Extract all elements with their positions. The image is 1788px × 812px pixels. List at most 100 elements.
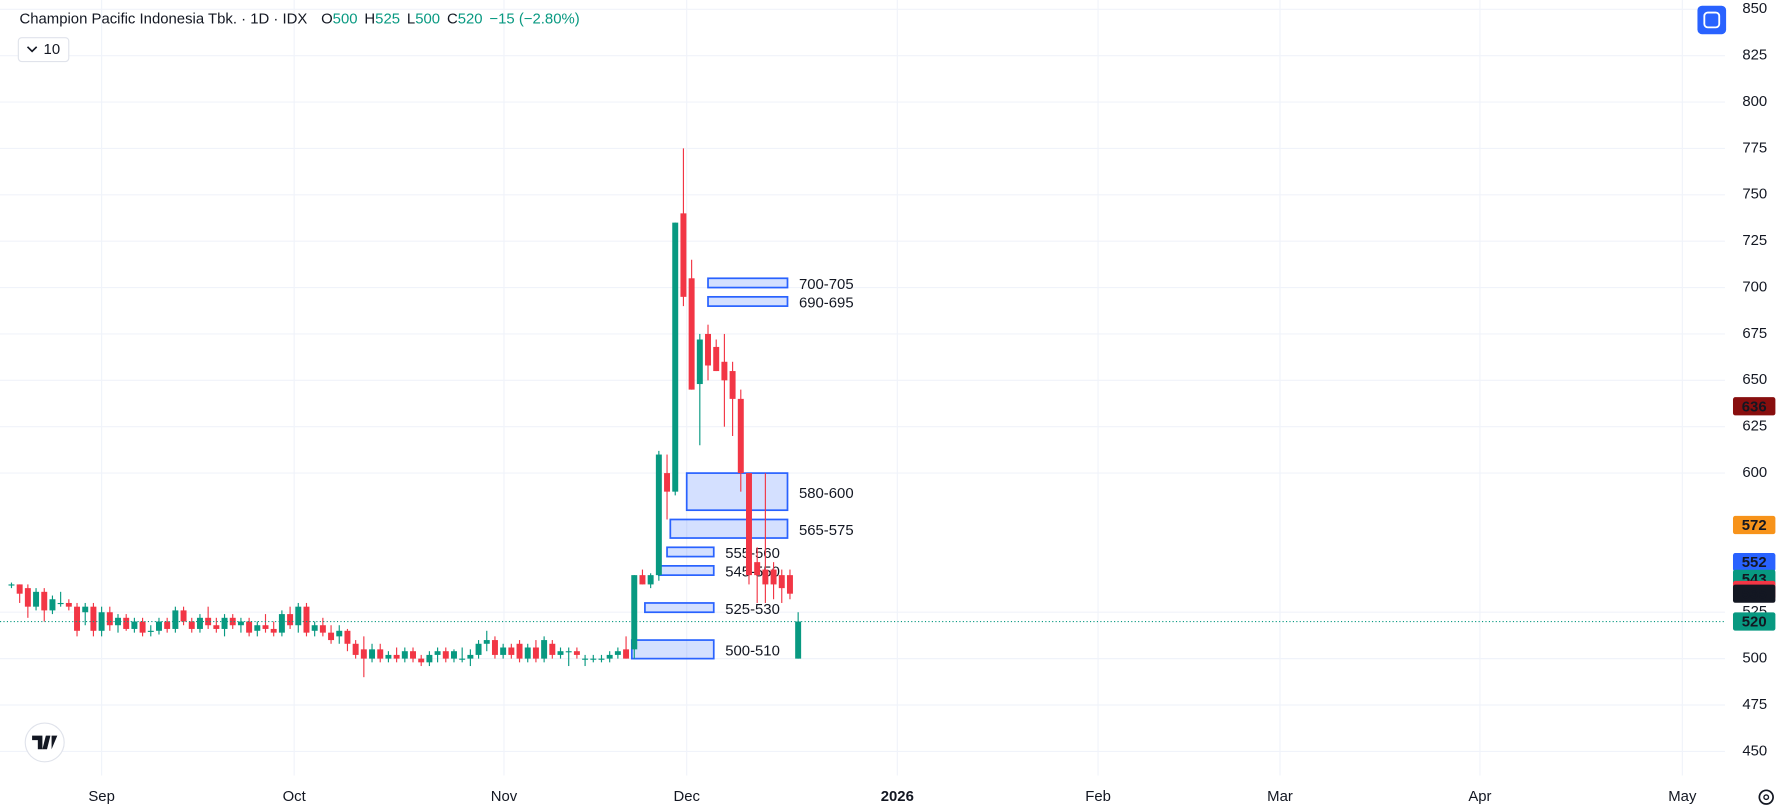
candle-body [229, 617, 236, 626]
candle-body [352, 643, 359, 655]
x-tick-label: Feb [1085, 789, 1111, 805]
candle-body [360, 649, 367, 659]
change: −15 (−2.80%) [489, 11, 579, 27]
indicator-toggle[interactable]: 10 [17, 37, 70, 63]
candle-body [385, 654, 392, 659]
candle-body [737, 398, 744, 474]
candle-body [426, 654, 433, 663]
candle-body [131, 621, 138, 629]
y-tick-label: 725 [1742, 233, 1767, 249]
indicator-box[interactable] [17, 37, 70, 63]
candle-body [344, 630, 351, 644]
gear[interactable] [1758, 789, 1774, 805]
candle-body [164, 621, 171, 629]
candle-body [49, 599, 56, 611]
zone-label: 525-530 [725, 602, 780, 618]
x-tick-label: Dec [673, 789, 700, 805]
candle-body [369, 649, 376, 659]
candle-body [754, 562, 761, 576]
candle-body [623, 649, 630, 659]
candle-body [336, 630, 343, 637]
zone-label: 500-510 [725, 644, 780, 660]
candle-body [303, 606, 310, 633]
y-tick-label: 450 [1742, 743, 1767, 759]
candle-body [598, 658, 605, 660]
y-tick-label: 675 [1742, 326, 1767, 342]
grid [0, 0, 1725, 776]
candle-body [418, 658, 425, 663]
candle-body [254, 625, 261, 631]
y-tick-label: 650 [1742, 372, 1767, 388]
legend-value: 500 [415, 11, 440, 27]
gear-center [1763, 794, 1770, 801]
candle-body [377, 649, 384, 659]
candle-body [196, 617, 203, 629]
candle-body [401, 651, 408, 659]
header: Champion Pacific Indonesia Tbk. · 1D · I… [19, 11, 579, 27]
candle-body [614, 651, 621, 655]
price-marker-label: 552 [1742, 555, 1767, 571]
y-tick-label: 475 [1742, 697, 1767, 713]
candle-body [74, 606, 81, 631]
y-tick-label: 850 [1742, 1, 1767, 17]
price-marker-label: 636 [1742, 399, 1767, 415]
candle-body [459, 658, 466, 660]
y-tick-label: 800 [1742, 94, 1767, 110]
zone-label: 580-600 [799, 486, 854, 502]
x-tick-label: Oct [283, 789, 307, 805]
price-marker-label: 535 [1742, 587, 1767, 603]
candle-body [516, 643, 523, 659]
candle-body [41, 591, 48, 611]
zone [707, 295, 789, 307]
x-tick-label: 2026 [881, 789, 914, 805]
zone-label: 690-695 [799, 296, 854, 312]
tv-logo[interactable] [24, 722, 65, 763]
y-tick-label: 775 [1742, 140, 1767, 156]
zone [644, 602, 715, 614]
indicator-count: 10 [44, 42, 61, 58]
candle-body [770, 569, 777, 585]
candle-body [508, 647, 515, 655]
candles [0, 148, 1725, 678]
y-tick-label: 750 [1742, 187, 1767, 203]
y-tick-label: 500 [1742, 651, 1767, 667]
candle-body [213, 625, 220, 629]
candle-body [57, 602, 64, 605]
y-tick-label: 600 [1742, 465, 1767, 481]
axes: 450 475 500 525 600 625 650 675 700 725 750 775 800 8… [88, 1, 1776, 805]
candle-body [287, 614, 294, 626]
candle-body [24, 588, 31, 607]
candle-body [188, 621, 195, 629]
candle-body [786, 575, 793, 594]
price-marker-label: 520 [1742, 615, 1767, 631]
candle-body [590, 658, 597, 660]
candle-body [33, 591, 40, 607]
fullscreen-button[interactable] [1697, 5, 1727, 35]
candle-body [65, 602, 72, 607]
symbol-title: Champion Pacific Indonesia Tbk. · 1D · I… [19, 11, 307, 27]
price-marker [1732, 612, 1776, 631]
candle-body [500, 647, 507, 655]
candle-body [262, 625, 269, 629]
candle-body [205, 617, 212, 626]
candle-body [696, 339, 703, 385]
candle-body [647, 575, 654, 585]
x-tick-label: Sep [88, 789, 115, 805]
button-bg[interactable] [1697, 5, 1727, 35]
candle-body [172, 610, 179, 629]
candle-body [721, 361, 728, 381]
zone [669, 518, 789, 539]
candle-body [582, 658, 589, 660]
candle-body [155, 621, 162, 631]
x-tick-label: May [1668, 789, 1697, 805]
candle-body [680, 213, 687, 297]
candle-body [319, 625, 326, 633]
settings-button[interactable] [1758, 789, 1774, 805]
zone-label: 700-705 [799, 277, 854, 293]
candle-body [311, 625, 318, 631]
candle-body [688, 278, 695, 390]
candle-body [147, 630, 154, 632]
zone [657, 565, 715, 576]
